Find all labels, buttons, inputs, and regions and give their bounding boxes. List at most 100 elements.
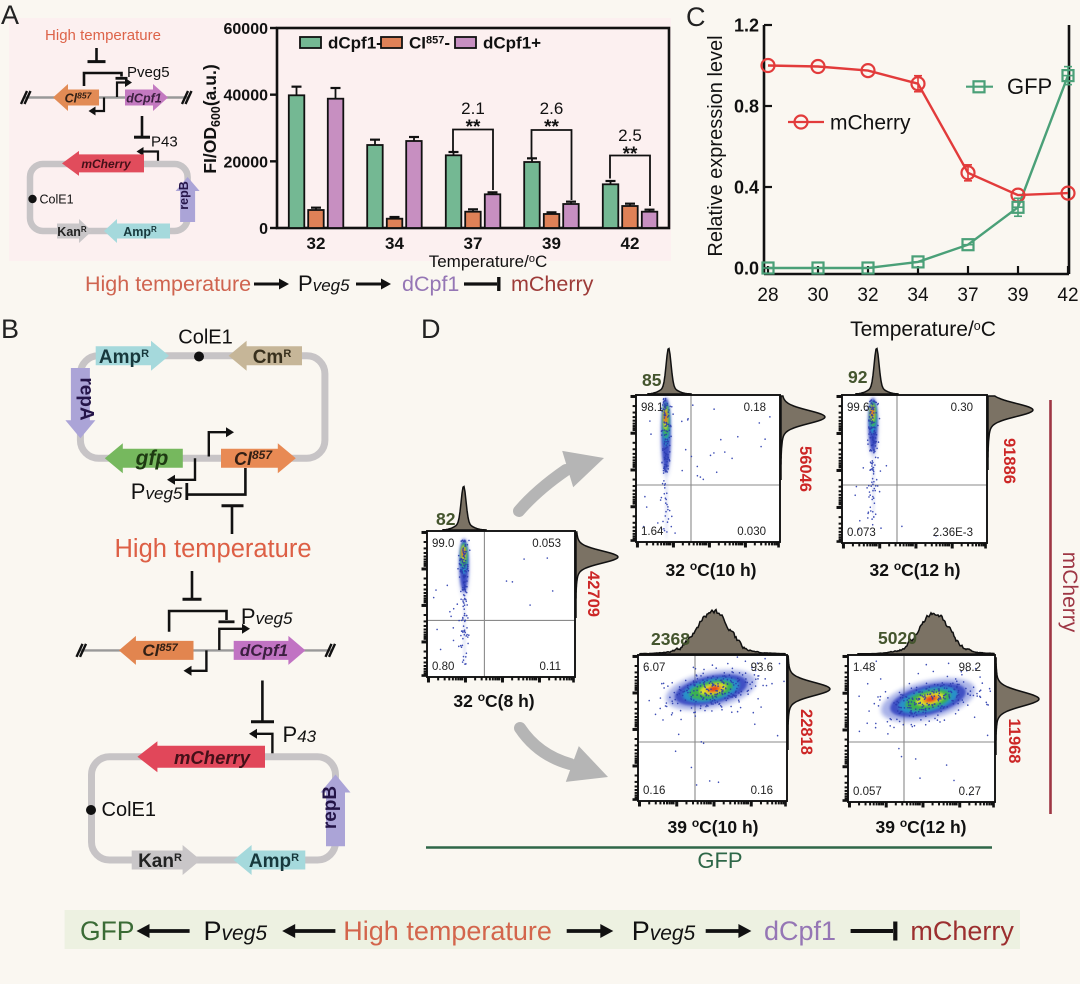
svg-text:0.0: 0.0 [734,259,759,279]
svg-text:39 oC(10 h): 39 oC(10 h) [668,816,759,837]
svg-text:gfp: gfp [135,447,169,470]
svg-text:Temperature/oC: Temperature/oC [850,318,996,341]
svg-text:0.16: 0.16 [751,785,773,797]
svg-text:0.057: 0.057 [853,786,882,798]
svg-text:39 oC(12 h): 39 oC(12 h) [876,816,967,837]
svg-text:0.4: 0.4 [734,178,759,198]
svg-text:High temperature: High temperature [343,916,552,946]
svg-text:37: 37 [464,234,483,253]
svg-text:KanR: KanR [57,225,87,239]
svg-text:56046: 56046 [796,446,814,492]
svg-text:High temperature: High temperature [85,272,251,296]
svg-text:C: C [686,2,706,32]
svg-text:0.073: 0.073 [847,527,876,539]
svg-text:2.5: 2.5 [618,126,642,145]
svg-text:20000: 20000 [224,154,269,171]
svg-text:32: 32 [857,285,878,306]
svg-text:2368: 2368 [651,629,690,649]
svg-text:High temperature: High temperature [114,535,311,563]
svg-text:85: 85 [642,370,662,390]
svg-text:2.36E-3: 2.36E-3 [933,527,973,539]
svg-text:Relative expression level: Relative expression level [705,35,727,256]
svg-text:40000: 40000 [224,88,269,105]
svg-text:34: 34 [907,285,929,306]
svg-text:repA: repA [75,377,96,421]
svg-text:mCherry: mCherry [830,112,911,135]
svg-text:1.2: 1.2 [734,16,759,36]
svg-text:92: 92 [848,367,868,387]
svg-text:6.07: 6.07 [643,662,665,674]
svg-text:GFP: GFP [1007,74,1052,99]
svg-text:37: 37 [957,285,978,306]
svg-text:99.0: 99.0 [432,538,454,550]
svg-text:B: B [1,314,19,344]
svg-text:32 oC(10 h): 32 oC(10 h) [666,559,757,580]
svg-text:P43: P43 [283,722,317,747]
svg-text:dCpf1-: dCpf1- [328,34,382,53]
svg-text:28: 28 [757,285,778,306]
svg-text:99.6: 99.6 [847,402,869,414]
svg-text:AmpR: AmpR [99,347,149,368]
svg-text:42709: 42709 [584,571,602,617]
svg-text:34: 34 [385,234,404,253]
svg-text:Pveg5: Pveg5 [298,271,350,296]
svg-text:0.16: 0.16 [643,785,665,797]
svg-text:39: 39 [542,234,561,253]
svg-text:42: 42 [1057,285,1078,306]
svg-text:60000: 60000 [224,21,269,38]
svg-text:D: D [421,314,441,344]
svg-text:FI/OD600(a.u.): FI/OD600(a.u.) [200,64,223,173]
svg-text:dCpf1: dCpf1 [240,641,288,660]
svg-text:Pveg5: Pveg5 [131,479,183,504]
svg-text:Temperature/oC: Temperature/oC [429,252,548,271]
svg-text:repB: repB [320,786,341,829]
svg-text:Pveg5: Pveg5 [127,64,170,81]
svg-text:0.18: 0.18 [744,402,766,414]
svg-text:mCherry: mCherry [81,157,132,171]
svg-text:1.48: 1.48 [853,662,875,674]
svg-text:5020: 5020 [878,628,917,648]
svg-text:93.6: 93.6 [751,662,773,674]
svg-text:ColE1: ColE1 [102,799,156,821]
svg-text:**: ** [623,144,638,165]
svg-text:0.030: 0.030 [737,526,766,538]
svg-text:30: 30 [807,285,828,306]
svg-text:mCherry: mCherry [1058,552,1080,633]
svg-text:dCpf1: dCpf1 [126,92,161,106]
svg-text:Pveg5: Pveg5 [241,604,293,629]
svg-text:11968: 11968 [1005,719,1023,764]
svg-text:repB: repB [177,181,191,209]
svg-text:P43: P43 [151,134,178,151]
svg-text:39: 39 [1007,285,1028,306]
svg-text:22818: 22818 [797,709,815,755]
svg-text:AmpR: AmpR [249,851,299,872]
svg-text:2.6: 2.6 [540,99,564,118]
svg-text:32: 32 [307,234,326,253]
svg-text:42: 42 [621,234,640,253]
svg-text:mCherry: mCherry [910,916,1014,946]
svg-text:AmpR: AmpR [123,225,157,239]
svg-text:GFP: GFP [80,916,134,946]
svg-text:98.1: 98.1 [641,402,663,414]
svg-text:0.8: 0.8 [734,97,759,117]
svg-text:KanR: KanR [138,851,182,872]
svg-text:High temperature: High temperature [45,27,161,44]
svg-text:0: 0 [259,221,268,238]
svg-text:0.11: 0.11 [539,661,561,673]
svg-text:**: ** [466,117,481,138]
svg-text:A: A [1,0,19,30]
svg-text:**: ** [544,117,559,138]
svg-text:dCpf1: dCpf1 [402,272,459,296]
svg-text:1.64: 1.64 [641,526,664,538]
svg-text:GFP: GFP [697,848,742,873]
svg-text:32 oC(8 h): 32 oC(8 h) [453,690,534,711]
svg-text:91886: 91886 [1000,438,1018,484]
svg-text:mCherry: mCherry [174,747,252,768]
svg-text:32 oC(12 h): 32 oC(12 h) [870,559,961,580]
svg-text:0.053: 0.053 [532,538,561,550]
svg-text:dCpf1+: dCpf1+ [483,34,541,53]
svg-text:0.80: 0.80 [432,661,454,673]
svg-text:CmR: CmR [253,347,292,368]
svg-text:ColE1: ColE1 [40,193,74,207]
svg-text:mCherry: mCherry [511,272,594,296]
